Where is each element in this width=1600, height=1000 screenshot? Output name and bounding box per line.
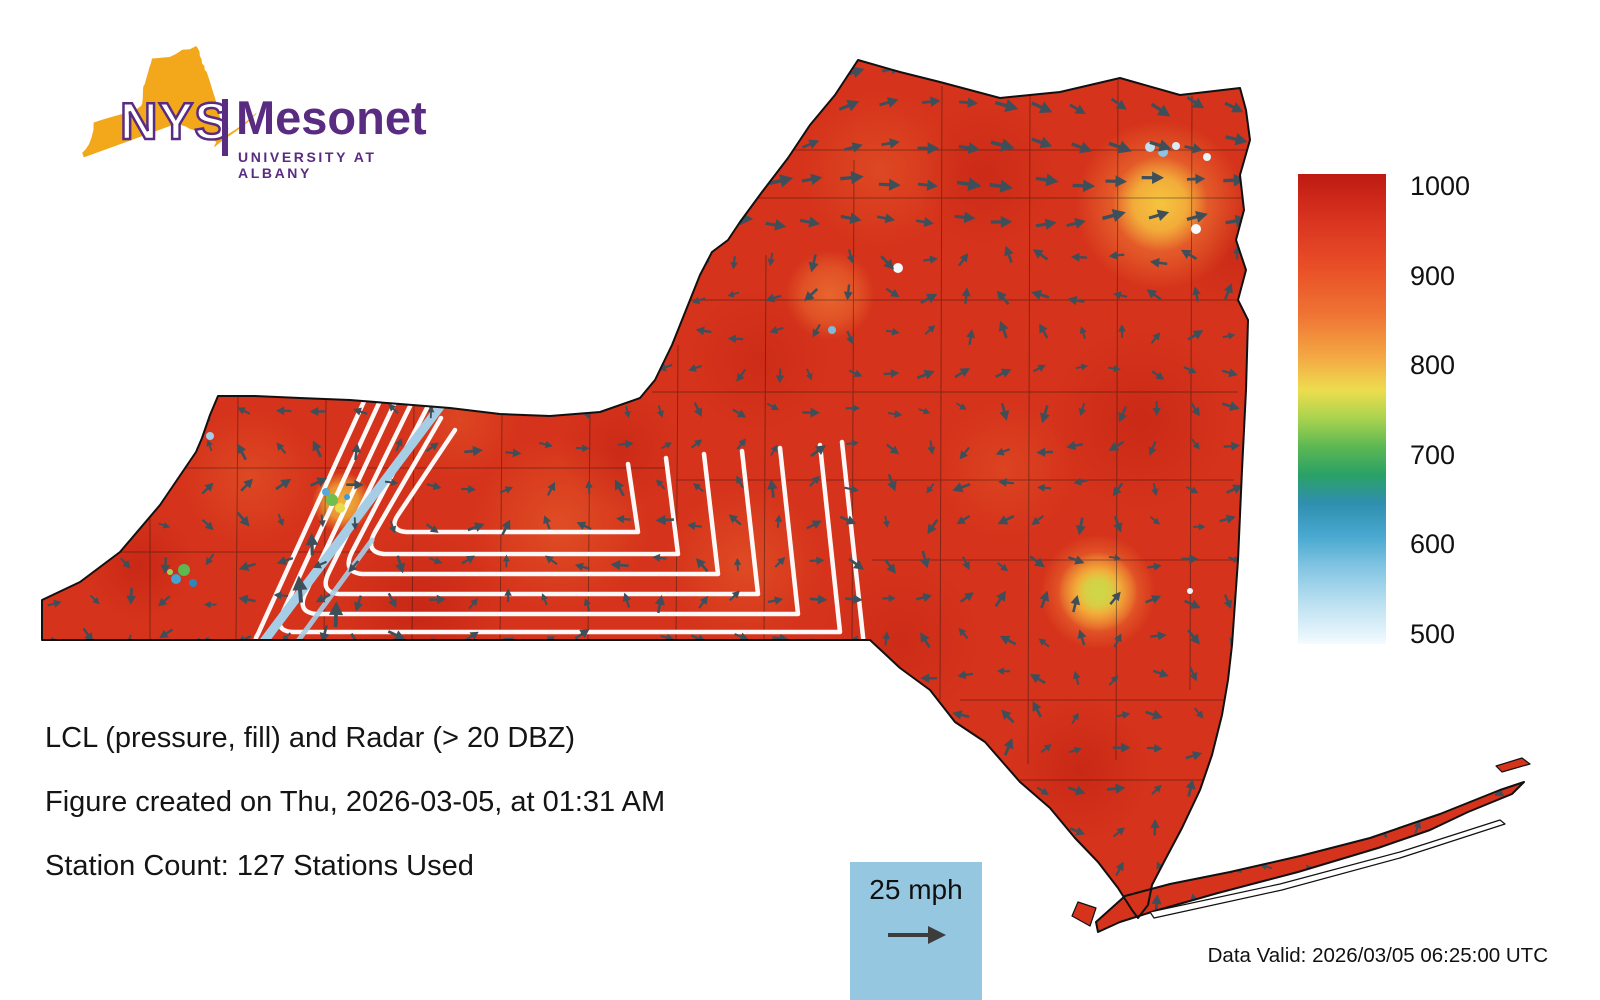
logo-acronym: NYS [119, 92, 230, 153]
data-valid-timestamp: Data Valid: 2026/03/05 06:25:00 UTC [1207, 944, 1548, 967]
nys-mesonet-logo: NYS Mesonet UNIVERSITY AT ALBANY [34, 2, 434, 217]
colorbar-tick: 900 [1410, 260, 1456, 291]
colorbar-tick: 1000 [1410, 171, 1471, 201]
caption-station-count: Station Count: 127 Stations Used [45, 850, 474, 882]
colorbar-ticks: 1000 900 800 700 600 500 [1410, 171, 1470, 649]
colorbar-tick: 600 [1410, 529, 1456, 560]
colorbar-tick: 800 [1410, 350, 1456, 381]
wind-arrow-icon [888, 926, 946, 944]
colorbar: 1000 900 800 700 600 500 [1298, 171, 1558, 656]
colorbar-tick: 500 [1410, 618, 1456, 649]
wind-legend: 25 mph [850, 862, 982, 1000]
wind-legend-label: 25 mph [869, 874, 963, 905]
logo-subtitle: UNIVERSITY AT ALBANY [238, 149, 377, 181]
logo-divider [222, 99, 228, 156]
state-outline [41, 59, 1531, 933]
logo-name: Mesonet [236, 91, 427, 144]
colorbar-gradient [1298, 174, 1386, 644]
colorbar-tick: 700 [1410, 439, 1456, 470]
caption-variable: LCL (pressure, fill) and Radar (> 20 DBZ… [45, 722, 575, 754]
caption-created: Figure created on Thu, 2026-03-05, at 01… [45, 786, 666, 818]
